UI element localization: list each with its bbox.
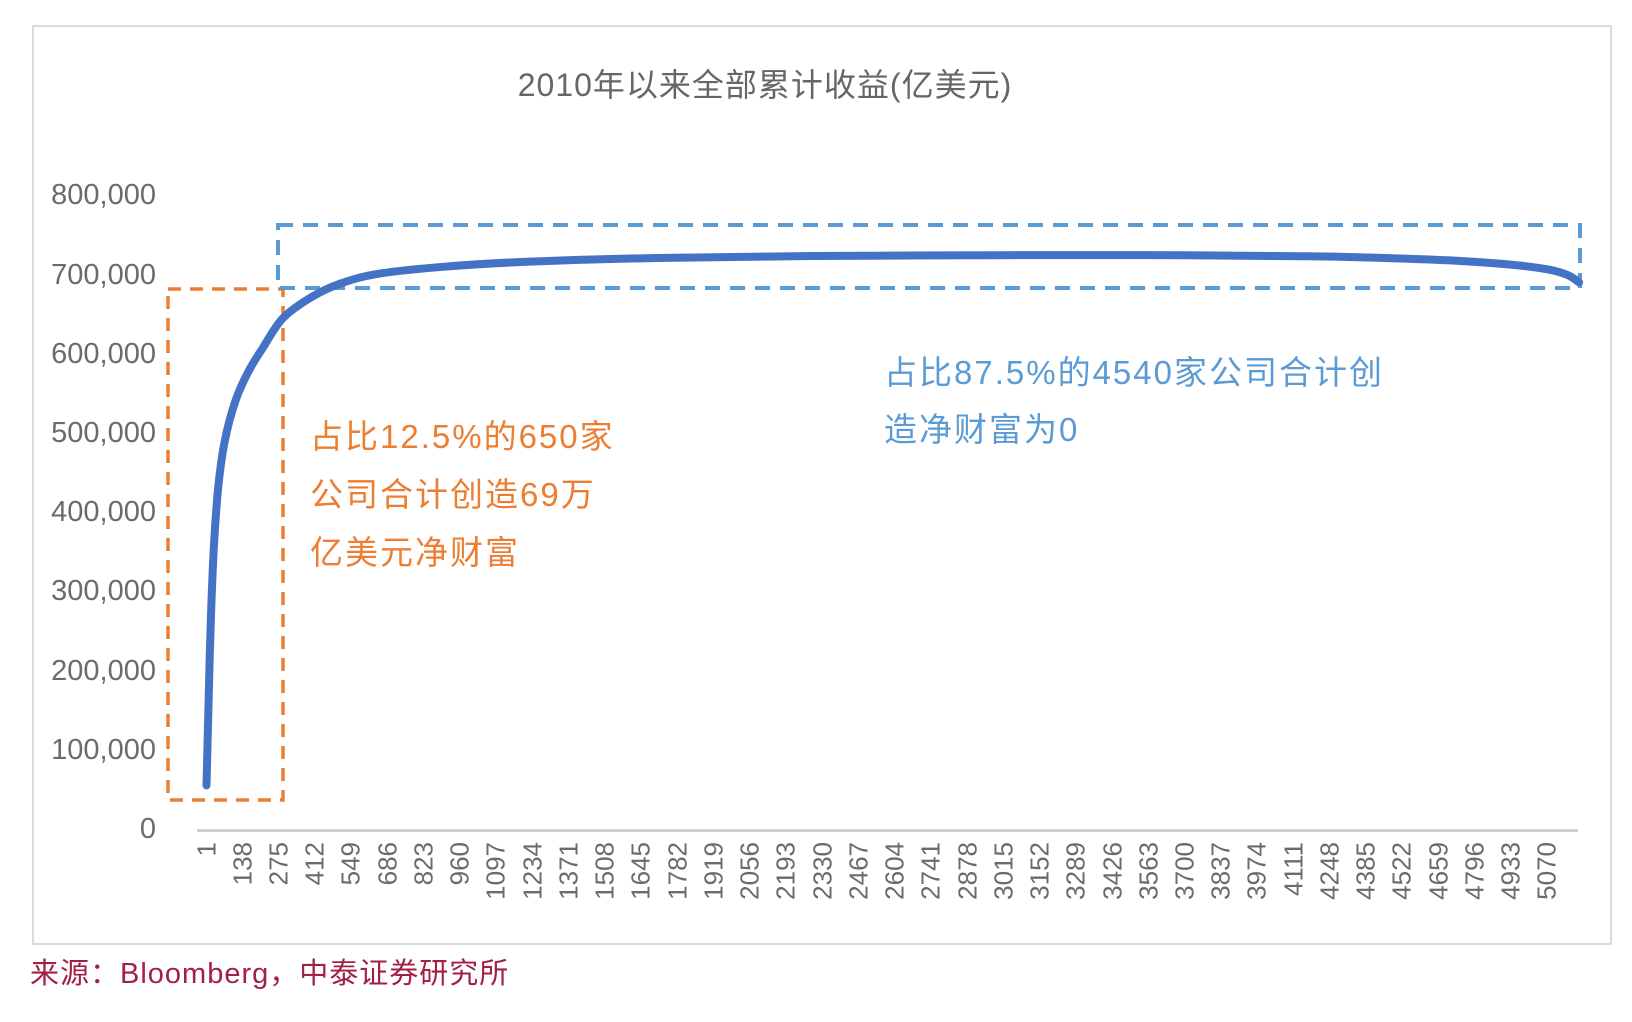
y-axis-tick-label: 0 bbox=[139, 813, 156, 845]
x-axis-tick-label: 3015 bbox=[988, 842, 1019, 900]
x-axis-tick-label: 3700 bbox=[1169, 842, 1200, 900]
y-axis-tick-label: 600,000 bbox=[51, 337, 156, 370]
x-axis-tick-label: 4659 bbox=[1423, 842, 1454, 900]
x-axis-tick-label: 960 bbox=[444, 842, 475, 886]
annotation-line: 公司合计创造69万 bbox=[310, 476, 596, 513]
chart-title: 2010年以来全部累计收益(亿美元) bbox=[517, 67, 1013, 103]
x-axis-tick-label: 1097 bbox=[480, 842, 511, 900]
x-axis-tick-label: 2878 bbox=[952, 842, 983, 900]
x-axis-tick-label: 1371 bbox=[553, 842, 584, 900]
annotation-line: 占比12.5%的650家 bbox=[310, 418, 615, 455]
y-axis-tick-label: 200,000 bbox=[51, 654, 156, 687]
x-axis-tick-label: 1645 bbox=[625, 842, 656, 900]
y-axis-tick-label: 400,000 bbox=[51, 496, 156, 529]
x-axis-tick-label: 1919 bbox=[698, 842, 729, 900]
x-axis-tick-label: 3837 bbox=[1205, 842, 1236, 900]
x-axis-tick-label: 2193 bbox=[770, 842, 801, 900]
x-axis-tick-label: 275 bbox=[263, 842, 294, 886]
x-axis-tick-label: 4248 bbox=[1314, 842, 1345, 900]
annotation-top-650-companies: 占比12.5%的650家 公司合计创造69万 亿美元净财富 bbox=[310, 408, 615, 582]
x-axis-tick-label: 1234 bbox=[517, 842, 548, 900]
x-axis-tick-label: 686 bbox=[372, 842, 403, 886]
x-axis-tick-label: 412 bbox=[299, 842, 330, 886]
annotation-line: 亿美元净财富 bbox=[310, 534, 520, 571]
x-axis-tick-label: 549 bbox=[335, 842, 366, 886]
x-axis-tick-label: 4933 bbox=[1495, 842, 1526, 900]
source-note: 来源：Bloomberg，中泰证券研究所 bbox=[30, 958, 510, 990]
x-axis-tick-label: 2604 bbox=[879, 842, 910, 900]
annotation-remaining-4540-companies: 占比87.5%的4540家公司合计创 造净财富为0 bbox=[884, 344, 1384, 458]
annotation-line: 占比87.5%的4540家公司合计创 bbox=[884, 354, 1384, 391]
x-axis-tick-label: 5070 bbox=[1531, 842, 1562, 900]
x-axis-tick-label: 3974 bbox=[1241, 842, 1272, 900]
x-axis-tick-label: 3426 bbox=[1097, 842, 1127, 900]
x-axis-tick-label: 823 bbox=[408, 842, 439, 886]
x-axis-tick-label: 3152 bbox=[1024, 842, 1055, 900]
x-axis-tick-label: 4522 bbox=[1386, 842, 1417, 900]
x-axis-tick-label: 2330 bbox=[807, 842, 838, 900]
x-axis-tick-label: 2467 bbox=[843, 842, 874, 900]
annotation-line: 造净财富为0 bbox=[884, 411, 1080, 448]
x-axis-tick-label: 1 bbox=[191, 842, 221, 857]
y-axis-tick-label: 800,000 bbox=[51, 179, 156, 212]
y-axis-tick-label: 100,000 bbox=[51, 733, 156, 766]
x-axis-tick-label: 2056 bbox=[734, 842, 765, 900]
x-axis-tick-label: 4111 bbox=[1278, 842, 1309, 896]
x-axis-tick-label: 2741 bbox=[915, 842, 946, 900]
x-axis-tick-label: 4796 bbox=[1459, 842, 1490, 900]
x-axis-tick-label: 1782 bbox=[662, 842, 693, 900]
chart-card bbox=[32, 25, 1612, 945]
x-axis-tick-label: 3289 bbox=[1060, 842, 1091, 900]
y-axis-tick-label: 700,000 bbox=[51, 258, 156, 291]
x-axis-tick-label: 138 bbox=[227, 842, 258, 886]
y-axis-tick-label: 500,000 bbox=[51, 417, 156, 449]
x-axis-tick-label: 3563 bbox=[1133, 842, 1164, 900]
x-axis-tick-label: 1508 bbox=[589, 842, 620, 900]
x-axis-tick-label: 4385 bbox=[1350, 842, 1381, 900]
y-axis-tick-label: 300,000 bbox=[51, 575, 156, 608]
